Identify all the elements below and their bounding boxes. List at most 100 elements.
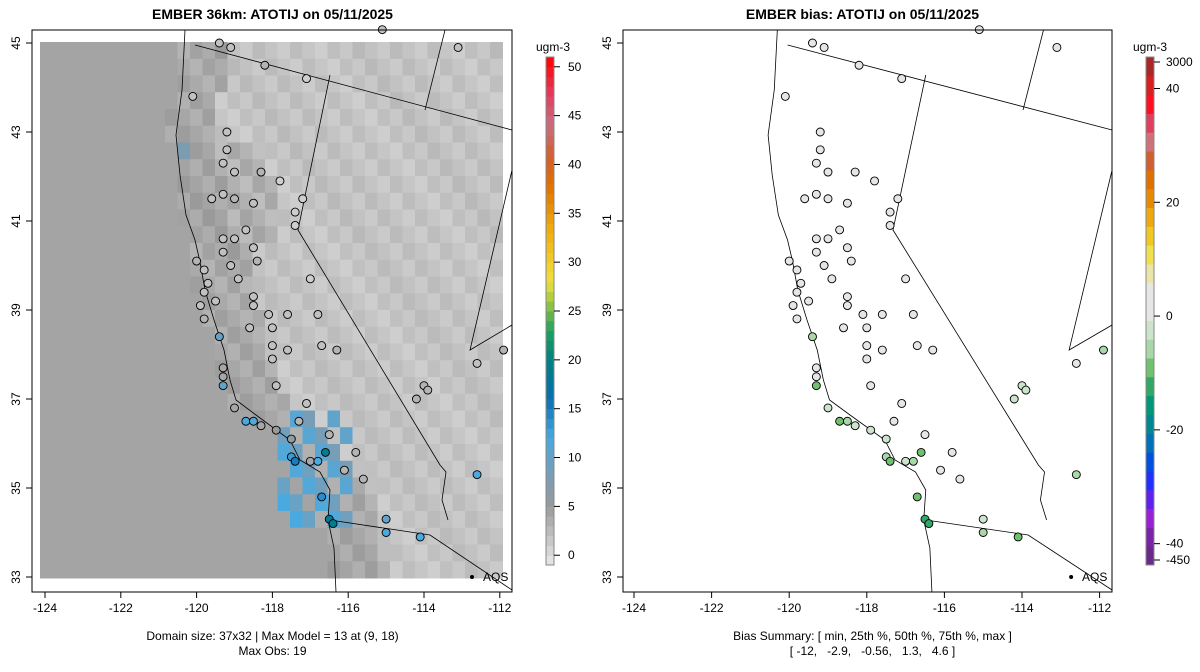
- heatmap-cell: [90, 125, 103, 143]
- heatmap-cell: [340, 142, 353, 160]
- station-marker: [866, 381, 876, 391]
- heatmap-cell: [490, 427, 503, 445]
- heatmap-cell: [490, 460, 503, 478]
- station-marker: [835, 225, 845, 235]
- colorbar-tick-label: 10: [568, 451, 582, 465]
- heatmap-cell: [140, 75, 153, 93]
- heatmap-cell: [227, 410, 241, 428]
- heatmap-cell: [377, 477, 391, 495]
- colorbar-segment: [546, 66, 554, 78]
- colorbar-segment: [546, 242, 554, 253]
- heatmap-cell: [327, 276, 341, 294]
- heatmap-cell: [127, 209, 141, 227]
- station-marker: [842, 301, 852, 310]
- colorbar-segment: [1146, 470, 1154, 491]
- heatmap-cell: [65, 209, 78, 227]
- heatmap-cell: [65, 527, 78, 545]
- heatmap-cell: [152, 209, 166, 227]
- heatmap-cell: [477, 58, 491, 76]
- heatmap-cell: [252, 393, 266, 411]
- heatmap-cell: [452, 142, 466, 160]
- heatmap-cell: [427, 360, 441, 378]
- heatmap-cell: [377, 276, 391, 294]
- heatmap-cell: [152, 142, 166, 160]
- heatmap-cell: [390, 293, 403, 311]
- station-marker: [792, 314, 802, 324]
- station-marker: [804, 296, 814, 306]
- heatmap-cell: [227, 561, 241, 579]
- heatmap-cell: [102, 243, 116, 261]
- heatmap-cell: [127, 142, 141, 160]
- heatmap-cell: [402, 159, 416, 177]
- heatmap-cell: [477, 410, 491, 428]
- heatmap-cell: [77, 92, 91, 110]
- heatmap-cell: [465, 276, 478, 294]
- colorbar-segment: [546, 408, 554, 419]
- boundary-line: [469, 169, 513, 351]
- heatmap-cell: [90, 142, 103, 160]
- heatmap-cell: [265, 527, 278, 545]
- heatmap-cell: [165, 561, 178, 579]
- heatmap-cell: [152, 276, 166, 294]
- heatmap-cell: [90, 494, 103, 512]
- heatmap-cell: [190, 511, 203, 529]
- heatmap-cell: [427, 326, 441, 344]
- left-footer-domain: Domain size: 37x32 | Max Model = 13 at (…: [146, 629, 399, 643]
- heatmap-cell: [352, 377, 366, 395]
- colorbar-segment: [546, 184, 554, 195]
- heatmap-cell: [440, 176, 453, 194]
- colorbar-segment: [546, 525, 554, 537]
- heatmap-cell: [102, 109, 116, 127]
- heatmap-cell: [77, 58, 91, 76]
- heatmap-cell: [177, 75, 191, 93]
- heatmap-cell: [202, 92, 216, 110]
- heatmap-cell: [440, 209, 453, 227]
- heatmap-cell: [115, 159, 128, 177]
- heatmap-cell: [440, 293, 453, 311]
- heatmap-cell: [340, 293, 353, 311]
- heatmap-cell: [390, 444, 403, 462]
- heatmap-cell: [140, 477, 153, 495]
- heatmap-cell: [427, 561, 441, 579]
- heatmap-cell: [302, 544, 316, 562]
- heatmap-cell: [340, 377, 353, 395]
- heatmap-cell: [177, 343, 191, 361]
- station-marker: [324, 430, 334, 440]
- heatmap-cell: [165, 360, 178, 378]
- right-footer-bias-values: [ -12, -2.9, -0.56, 1.3, 4.6 ]: [789, 644, 956, 658]
- heatmap-cell: [227, 444, 241, 462]
- heatmap-cell: [252, 176, 266, 194]
- heatmap-cell: [65, 511, 78, 529]
- heatmap-cell: [277, 142, 291, 160]
- heatmap-cell: [440, 75, 453, 93]
- colorbar-tick-label: -450: [1166, 553, 1190, 567]
- heatmap-cell: [352, 544, 366, 562]
- heatmap-cell: [402, 209, 416, 227]
- heatmap-cell: [240, 159, 253, 177]
- heatmap-cell: [40, 125, 53, 143]
- heatmap-cell: [477, 142, 491, 160]
- heatmap-cell: [440, 42, 453, 60]
- heatmap-cell: [427, 444, 441, 462]
- heatmap-cell: [277, 209, 291, 227]
- heatmap-cell: [140, 544, 153, 562]
- heatmap-cell: [415, 276, 428, 294]
- heatmap-cell: [265, 410, 278, 428]
- heatmap-cell: [102, 42, 116, 60]
- heatmap-cell: [90, 377, 103, 395]
- heatmap-cell: [302, 58, 316, 76]
- heatmap-cell: [102, 360, 116, 378]
- heatmap-cell: [215, 109, 228, 127]
- colorbar-tick-label: 50: [568, 60, 582, 74]
- heatmap-cell: [340, 410, 353, 428]
- heatmap-cell: [302, 259, 316, 277]
- heatmap-cell: [415, 209, 428, 227]
- heatmap-cell: [365, 243, 378, 261]
- heatmap-cell: [440, 377, 453, 395]
- heatmap-cell: [190, 393, 203, 411]
- station-marker: [248, 416, 258, 426]
- heatmap-cell: [440, 259, 453, 277]
- heatmap-cell: [327, 226, 341, 244]
- heatmap-cell: [177, 310, 191, 328]
- heatmap-cell: [315, 176, 328, 194]
